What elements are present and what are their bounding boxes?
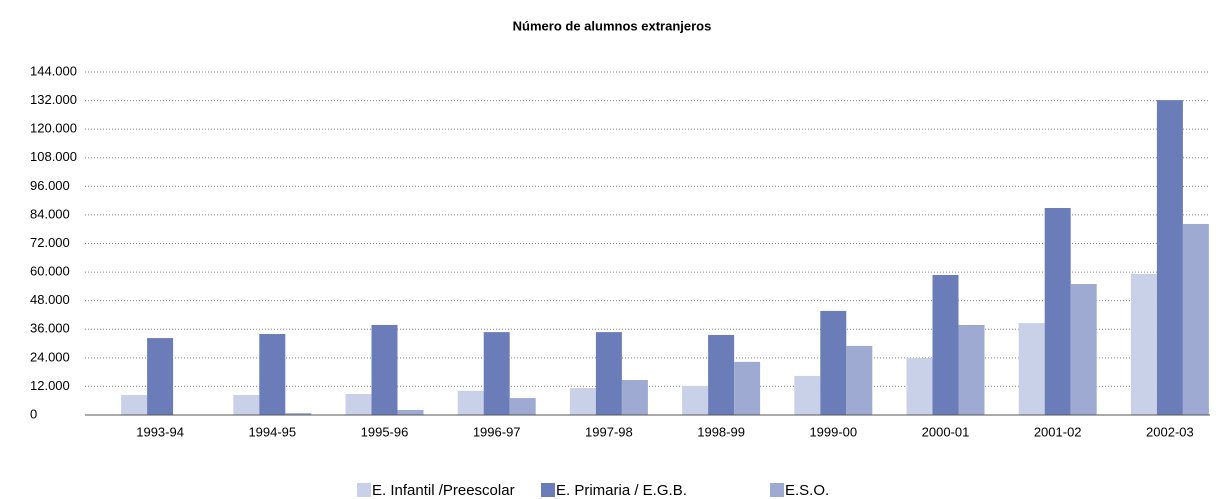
y-tick-label: 120.000 bbox=[30, 121, 77, 136]
bar bbox=[1070, 283, 1097, 415]
bar bbox=[958, 324, 985, 415]
y-tick-label: 48.000 bbox=[30, 292, 70, 307]
bar bbox=[457, 390, 484, 415]
legend-label: E.S.O. bbox=[785, 482, 829, 499]
y-tick-label: 36.000 bbox=[30, 321, 70, 336]
y-tick-label: 84.000 bbox=[30, 206, 70, 221]
bar bbox=[1156, 100, 1183, 416]
bar bbox=[147, 338, 174, 415]
y-tick-label: 24.000 bbox=[30, 349, 70, 364]
legend-swatch bbox=[770, 483, 784, 497]
bar bbox=[1018, 323, 1045, 415]
bar bbox=[233, 394, 260, 415]
x-tick-label: 1998-99 bbox=[697, 424, 745, 439]
bar bbox=[595, 332, 622, 415]
x-tick-label: 2001-02 bbox=[1034, 424, 1082, 439]
y-tick-label: 132.000 bbox=[30, 92, 77, 107]
y-tick-label: 108.000 bbox=[30, 149, 77, 164]
y-tick-label: 96.000 bbox=[30, 178, 70, 193]
bar bbox=[708, 334, 735, 415]
bar bbox=[259, 334, 286, 415]
bar bbox=[285, 413, 312, 415]
x-tick-label: 2002-03 bbox=[1146, 424, 1194, 439]
x-tick-label: 1994-95 bbox=[248, 424, 296, 439]
legend-swatch bbox=[357, 483, 371, 497]
y-tick-label: 0 bbox=[30, 406, 37, 421]
bar bbox=[906, 358, 933, 415]
x-tick-label: 1997-98 bbox=[585, 424, 633, 439]
x-tick-label: 1995-96 bbox=[361, 424, 409, 439]
bar bbox=[734, 361, 761, 415]
bar bbox=[932, 274, 959, 415]
bar bbox=[345, 394, 372, 415]
bar bbox=[483, 332, 510, 415]
x-tick-label: 1999-00 bbox=[809, 424, 857, 439]
legend-label: E. Infantil /Preescolar bbox=[372, 482, 515, 499]
legend-swatch bbox=[541, 483, 555, 497]
bar bbox=[820, 310, 847, 415]
bar bbox=[121, 394, 148, 415]
chart-title: Número de alumnos extranjeros bbox=[513, 18, 712, 33]
y-tick-label: 144.000 bbox=[30, 63, 77, 78]
bar bbox=[1182, 223, 1209, 415]
bar bbox=[397, 409, 424, 415]
bar bbox=[371, 324, 398, 415]
bar bbox=[621, 379, 648, 415]
bar bbox=[1044, 208, 1071, 415]
y-tick-label: 60.000 bbox=[30, 264, 70, 279]
x-tick-label: 1996-97 bbox=[473, 424, 521, 439]
bar bbox=[794, 375, 821, 415]
legend-label: E. Primaria / E.G.B. bbox=[556, 482, 687, 499]
bar bbox=[682, 385, 709, 415]
x-tick-label: 1993-94 bbox=[136, 424, 184, 439]
x-tick-label: 2000-01 bbox=[922, 424, 970, 439]
bar bbox=[569, 388, 596, 415]
bar bbox=[509, 398, 536, 415]
bar bbox=[846, 345, 873, 415]
bar bbox=[1130, 273, 1157, 415]
y-tick-label: 12.000 bbox=[30, 378, 70, 393]
y-tick-label: 72.000 bbox=[30, 235, 70, 250]
